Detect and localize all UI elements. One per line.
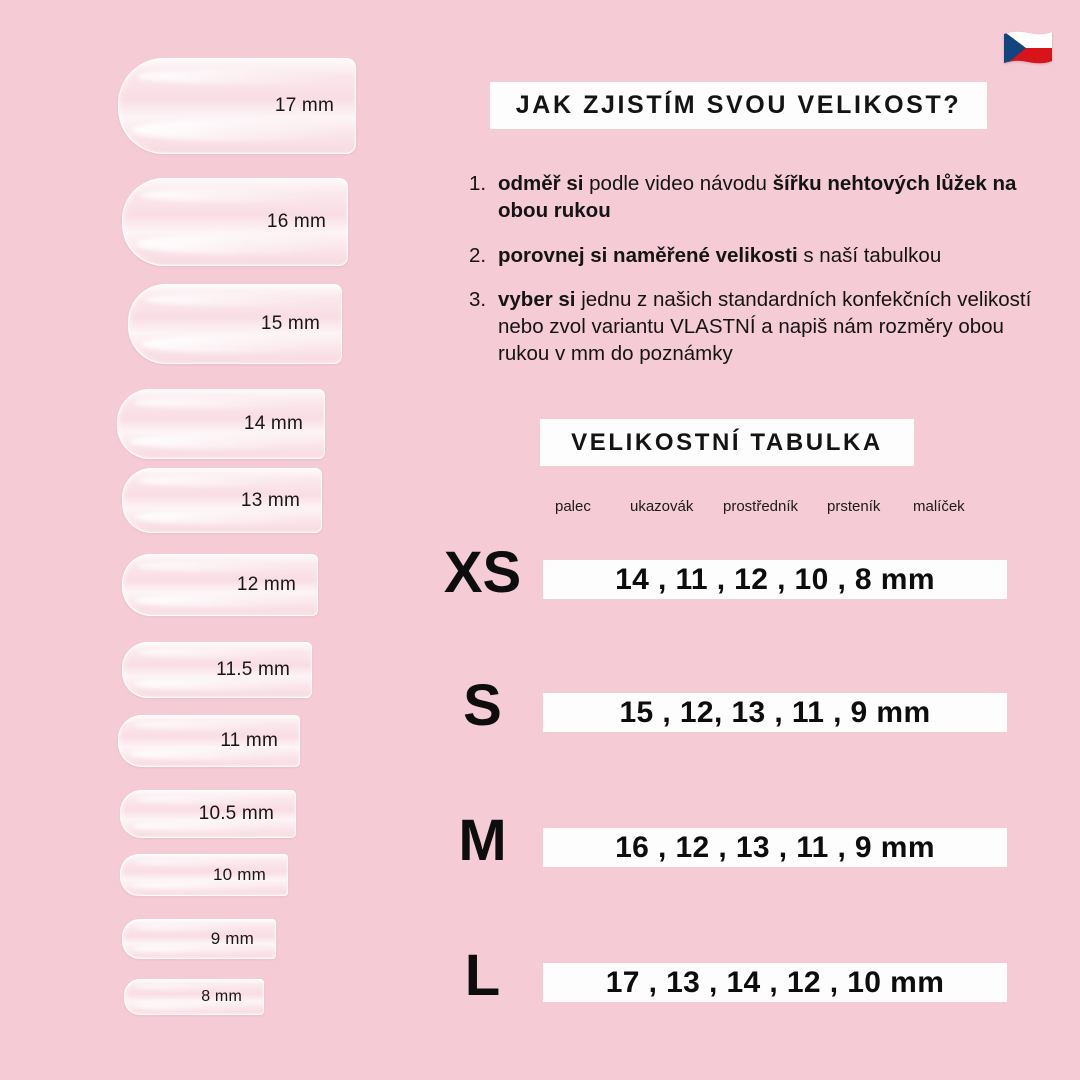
size-table-rows: XS 14 , 11 , 12 , 10 , 8 mm S 15 , 12, 13 ,… [420, 530, 1080, 1070]
nail-tip-14mm: 14 mm [117, 389, 325, 459]
finger-header-palec: palec [555, 498, 591, 515]
instruction-step-text: s naší tabulkou [803, 243, 942, 267]
instruction-step-text: porovnej si naměřené velikosti [498, 243, 804, 267]
size-values-bar: 17 , 13 , 14 , 12 , 10 mm [543, 963, 1007, 1002]
finger-header-prostředník: prostředník [723, 498, 799, 515]
size-values-text: 14 , 11 , 12 , 10 , 8 mm [615, 562, 935, 596]
info-panel: JAK ZJISTÍM SVOU VELIKOST? 1. odměř si po… [420, 0, 1080, 1080]
size-letter: XS [443, 540, 522, 605]
size-row-xs: XS 14 , 11 , 12 , 10 , 8 mm [420, 530, 1080, 665]
size-values-text: 15 , 12, 13 , 11 , 9 mm [619, 695, 931, 729]
instruction-step-1: 1. odměř si podle video návodu šířku neht… [467, 170, 1052, 225]
nail-tip-8mm: 8 mm [124, 979, 264, 1015]
size-table-title-text: VELIKOSTNÍ TABULKA [571, 428, 883, 456]
nail-tip-label: 11.5 mm [216, 659, 290, 680]
finger-headers: palec ukazovák prostředník prsteník malíček [555, 498, 1055, 520]
czech-flag-svg [1004, 31, 1052, 64]
instruction-step-number: 2. [469, 243, 487, 267]
size-row-m: M 16 , 12 , 13 , 11 , 9 mm [420, 800, 1080, 935]
size-letter: L [464, 943, 501, 1008]
instruction-step-text: vyber si [498, 287, 582, 311]
size-values-bar: 14 , 11 , 12 , 10 , 8 mm [543, 560, 1007, 599]
nail-tip-label: 17 mm [274, 95, 334, 116]
size-values-text: 16 , 12 , 13 , 11 , 9 mm [615, 830, 935, 864]
nail-tip-label: 15 mm [260, 313, 320, 334]
size-letter: S [463, 673, 502, 738]
nail-tip-label: 14 mm [243, 413, 303, 434]
nail-tip-10mm: 10 mm [120, 854, 288, 896]
nail-tip-label: 16 mm [266, 211, 326, 232]
size-values-text: 17 , 13 , 14 , 12 , 10 mm [605, 965, 945, 999]
page-title-text: JAK ZJISTÍM SVOU VELIKOST? [515, 91, 962, 119]
instruction-step-number: 3. [469, 287, 487, 311]
nail-tip-13mm: 13 mm [122, 468, 322, 533]
nail-tip-11mm: 11 mm [118, 715, 300, 767]
nail-tip-15mm: 15 mm [128, 284, 342, 364]
instructions-list: 1. odměř si podle video návodu šířku neht… [467, 170, 1052, 385]
nail-tip-label: 10 mm [213, 865, 266, 884]
instruction-step-number: 1. [469, 172, 487, 195]
nail-tip-label: 9 mm [210, 929, 254, 948]
nail-tip-label: 13 mm [240, 489, 300, 511]
instruction-step-text: odměř si [498, 172, 590, 195]
nail-tip-size-chart: 17 mm 16 mm 15 mm 14 mm 13 mm 12 mm 11.5 mm 11 … [0, 0, 420, 1080]
nail-tip-label: 12 mm [236, 574, 296, 595]
size-row-s: S 15 , 12, 13 , 11 , 9 mm [420, 665, 1080, 800]
page-title: JAK ZJISTÍM SVOU VELIKOST? [490, 82, 987, 129]
nail-tip-12mm: 12 mm [122, 554, 318, 616]
nail-tip-label: 10.5 mm [198, 803, 274, 824]
size-values-bar: 15 , 12, 13 , 11 , 9 mm [543, 693, 1007, 732]
size-row-l: L 17 , 13 , 14 , 12 , 10 mm [420, 935, 1080, 1070]
nail-tip-11-5mm: 11.5 mm [122, 642, 312, 698]
nail-tip-9mm: 9 mm [122, 919, 276, 959]
instruction-step-text: jednu z našich standardních konfekčních … [498, 287, 1032, 366]
size-values-bar: 16 , 12 , 13 , 11 , 9 mm [543, 828, 1007, 867]
czech-flag-icon [998, 27, 1058, 71]
finger-header-malíček: malíček [913, 498, 965, 515]
instruction-step-3: 3. vyber si jednu z našich standardních k… [467, 286, 1052, 368]
nail-tip-label: 11 mm [220, 730, 278, 751]
instruction-step-2: 2. porovnej si naměřené velikosti s naší … [467, 242, 1052, 269]
nail-tip-label: 8 mm [201, 988, 242, 1005]
nail-tip-10-5mm: 10.5 mm [120, 790, 296, 838]
finger-header-prsteník: prsteník [827, 498, 881, 515]
nail-tip-16mm: 16 mm [122, 178, 348, 266]
size-table-title: VELIKOSTNÍ TABULKA [540, 419, 914, 466]
instruction-step-text: podle video návodu [589, 172, 773, 195]
finger-header-ukazovák: ukazovák [630, 498, 694, 515]
size-letter: M [458, 808, 507, 873]
instruction-step-text: šířku nehtových lůžek na obou rukou [498, 172, 1017, 223]
nail-tip-17mm: 17 mm [118, 58, 356, 154]
